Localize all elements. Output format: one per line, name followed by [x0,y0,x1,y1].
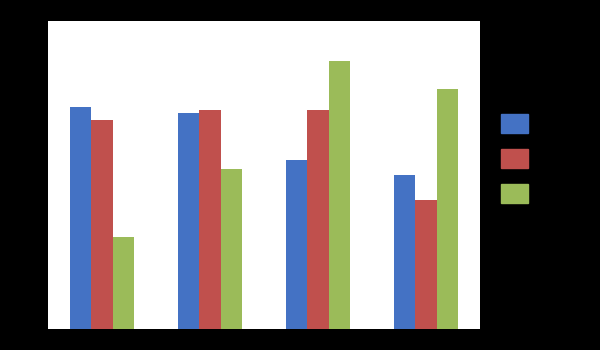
Bar [437,89,458,329]
Bar [113,237,134,329]
Bar [178,113,199,329]
Bar [394,175,415,329]
Bar [221,169,242,329]
Bar [91,120,113,329]
Bar [415,199,437,329]
Bar [307,110,329,329]
Bar [329,61,350,329]
Bar [70,107,91,329]
Bar [286,160,307,329]
Bar [199,110,221,329]
